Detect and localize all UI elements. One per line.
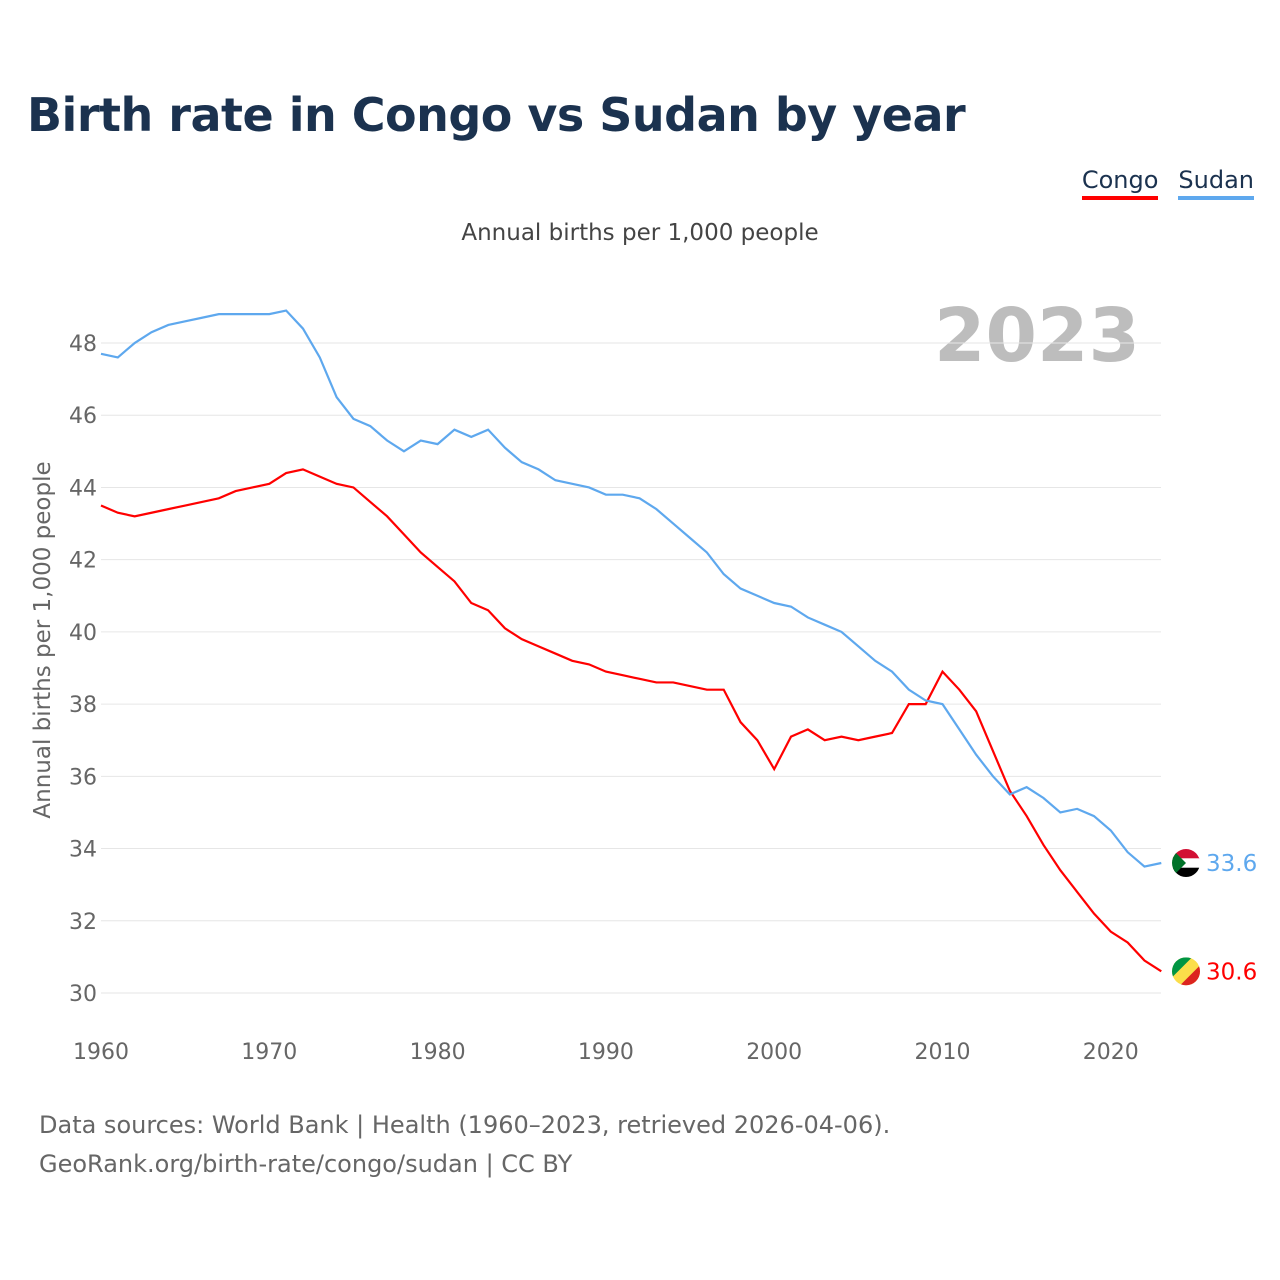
flag-triangle [1172, 849, 1186, 878]
y-tick-label: 34 [69, 838, 97, 863]
series-line-congo [100, 468, 1162, 973]
x-tick-label: 2010 [915, 1040, 971, 1065]
chart-title: Birth rate in Congo vs Sudan by year [27, 88, 966, 142]
flag-graphic [1172, 849, 1200, 878]
flag-congo-icon [1172, 957, 1200, 986]
chart-subtitle: Annual births per 1,000 people [461, 220, 818, 246]
legend-congo[interactable]: Congo [1081, 166, 1159, 200]
x-tick-label: 2020 [1083, 1040, 1139, 1065]
flag-graphic [1172, 957, 1200, 986]
flag-red [1180, 965, 1200, 986]
y-axis-label: Annual births per 1,000 people [30, 461, 56, 818]
source-line-2[interactable]: GeoRank.org/birth-rate/congo/sudan | CC … [39, 1150, 573, 1178]
data-sources: Data sources: World Bank | Health (1960–… [39, 1106, 890, 1184]
y-tick-label: 46 [69, 404, 97, 429]
flag-green [1172, 957, 1192, 978]
x-tick-label: 2000 [746, 1040, 802, 1065]
flag-sudan-icon [1172, 849, 1200, 878]
end-value-label: 30.6 [1206, 959, 1257, 985]
x-tick-label: 1990 [578, 1040, 634, 1065]
flag-stripe [1172, 849, 1200, 860]
y-tick-label: 48 [69, 332, 97, 357]
x-tick-label: 1970 [241, 1040, 297, 1065]
source-line-1: Data sources: World Bank | Health (1960–… [39, 1111, 891, 1139]
legend: Congo Sudan [1081, 166, 1254, 200]
legend-sudan[interactable]: Sudan [1178, 166, 1254, 200]
y-tick-label: 36 [69, 765, 97, 790]
y-tick-label: 40 [69, 621, 97, 646]
y-tick-label: 44 [69, 476, 97, 501]
y-tick-label: 42 [69, 549, 97, 574]
x-tick-label: 1980 [410, 1040, 466, 1065]
end-value-label: 33.6 [1206, 851, 1257, 877]
year-watermark: 2023 [934, 293, 1140, 379]
series-line-sudan [100, 309, 1162, 868]
x-tick-label: 1960 [73, 1040, 129, 1065]
y-tick-label: 38 [69, 693, 97, 718]
y-tick-label: 30 [69, 982, 97, 1007]
flag-stripe [1172, 867, 1200, 878]
y-tick-label: 32 [69, 910, 97, 935]
